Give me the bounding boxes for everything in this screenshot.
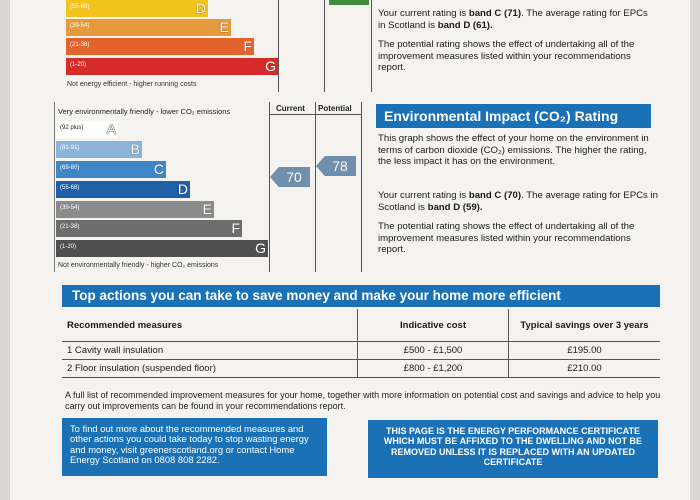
band-range: (55-68)	[60, 185, 80, 191]
energy-band-d: (55-68) D	[66, 0, 208, 17]
env-band-b: (81-91) B	[56, 141, 142, 158]
divider	[269, 114, 362, 115]
measures-table: Recommended measures Indicative cost Typ…	[62, 309, 660, 378]
band-range: (1-20)	[70, 62, 87, 68]
env-band-a: (92 plus) A	[56, 121, 118, 138]
band-letter: C	[153, 161, 164, 177]
band-range: (69-80)	[60, 165, 80, 171]
certificate-notice-box: THIS PAGE IS THE ENERGY PERFORMANCE CERT…	[368, 420, 658, 478]
band-range: (39-54)	[70, 23, 90, 29]
current-column-header: Current	[276, 104, 305, 113]
cost-cell: £500 - £1,500	[357, 341, 509, 360]
band-letter: D	[177, 181, 188, 197]
savings-cell: £195.00	[508, 341, 660, 360]
current-rating-marker	[329, 0, 369, 5]
band-range: (55-68)	[70, 4, 90, 10]
divider	[371, 0, 372, 92]
savings-cell: £210.00	[508, 359, 660, 378]
band-letter: D	[195, 0, 206, 16]
epc-page: (55-68) D (39-54) E (21-38) F (1-20) G N…	[10, 0, 690, 500]
energy-band-g: (1-20) G	[66, 58, 278, 75]
env-chart-footer: Not environmentally friendly - higher CO…	[58, 262, 219, 269]
band-letter: E	[202, 201, 212, 217]
divider	[269, 102, 270, 272]
env-description: This graph shows the effect of your home…	[378, 133, 649, 168]
divider	[278, 0, 279, 92]
cost-cell: £800 - £1,200	[357, 359, 509, 378]
band-letter: A	[106, 121, 116, 137]
energy-chart-footer: Not energy efficient - higher running co…	[67, 81, 197, 88]
potential-column-header: Potential	[318, 104, 352, 113]
divider	[324, 0, 325, 92]
band-letter: G	[265, 58, 276, 74]
env-impact-title: Environmental Impact (CO₂) Rating	[376, 104, 651, 128]
measure-cell: 2 Floor insulation (suspended floor)	[62, 359, 358, 378]
env-chart-header: Very environmentally friendly - lower CO…	[58, 107, 231, 116]
current-rating-value: 70	[286, 169, 302, 185]
band-letter: E	[219, 19, 229, 35]
band-range: (21-38)	[60, 224, 80, 230]
column-header: Typical savings over 3 years	[508, 309, 660, 342]
env-band-c: (69-80) C	[56, 161, 166, 178]
current-rating-arrow: 70	[270, 167, 310, 187]
env-band-f: (21-38) F	[56, 220, 242, 237]
energy-rating-text: Your current rating is band C (71). The …	[378, 8, 648, 31]
table-row: 1 Cavity wall insulation £500 - £1,500 £…	[62, 341, 660, 360]
band-letter: F	[243, 38, 252, 54]
band-letter: B	[130, 141, 140, 157]
band-letter: F	[231, 220, 240, 236]
band-range: (92 plus)	[60, 125, 84, 131]
env-band-e: (39-54) E	[56, 201, 214, 218]
top-actions-title: Top actions you can take to save money a…	[62, 285, 660, 307]
band-range: (39-54)	[60, 205, 80, 211]
divider	[361, 102, 362, 272]
env-rating-text: Your current rating is band C (70). The …	[378, 190, 658, 213]
potential-rating-value: 78	[332, 158, 348, 174]
band-range: (21-38)	[70, 42, 90, 48]
band-range: (81-91)	[60, 145, 80, 151]
column-header: Recommended measures	[67, 319, 183, 331]
energy-potential-text: The potential rating shows the effect of…	[378, 39, 635, 74]
table-header-row: Recommended measures Indicative cost Typ…	[62, 309, 660, 342]
table-row: 2 Floor insulation (suspended floor) £80…	[62, 359, 660, 378]
energy-band-f: (21-38) F	[66, 38, 254, 55]
band-letter: G	[255, 240, 266, 256]
recommendations-note: A full list of recommended improvement m…	[65, 390, 661, 411]
more-info-box: To find out more about the recommended m…	[62, 418, 327, 476]
potential-rating-arrow: 78	[316, 156, 356, 176]
divider	[315, 102, 316, 272]
energy-band-e: (39-54) E	[66, 19, 231, 36]
energy-efficiency-chart: (55-68) D (39-54) E (21-38) F (1-20) G N…	[54, 0, 377, 92]
env-band-d: (55-68) D	[56, 181, 190, 198]
column-header: Indicative cost	[357, 309, 509, 342]
band-range: (1-20)	[60, 244, 77, 250]
measure-cell: 1 Cavity wall insulation	[62, 341, 358, 360]
env-potential-text: The potential rating shows the effect of…	[378, 221, 635, 256]
env-band-g: (1-20) G	[56, 240, 268, 257]
divider	[54, 102, 55, 272]
